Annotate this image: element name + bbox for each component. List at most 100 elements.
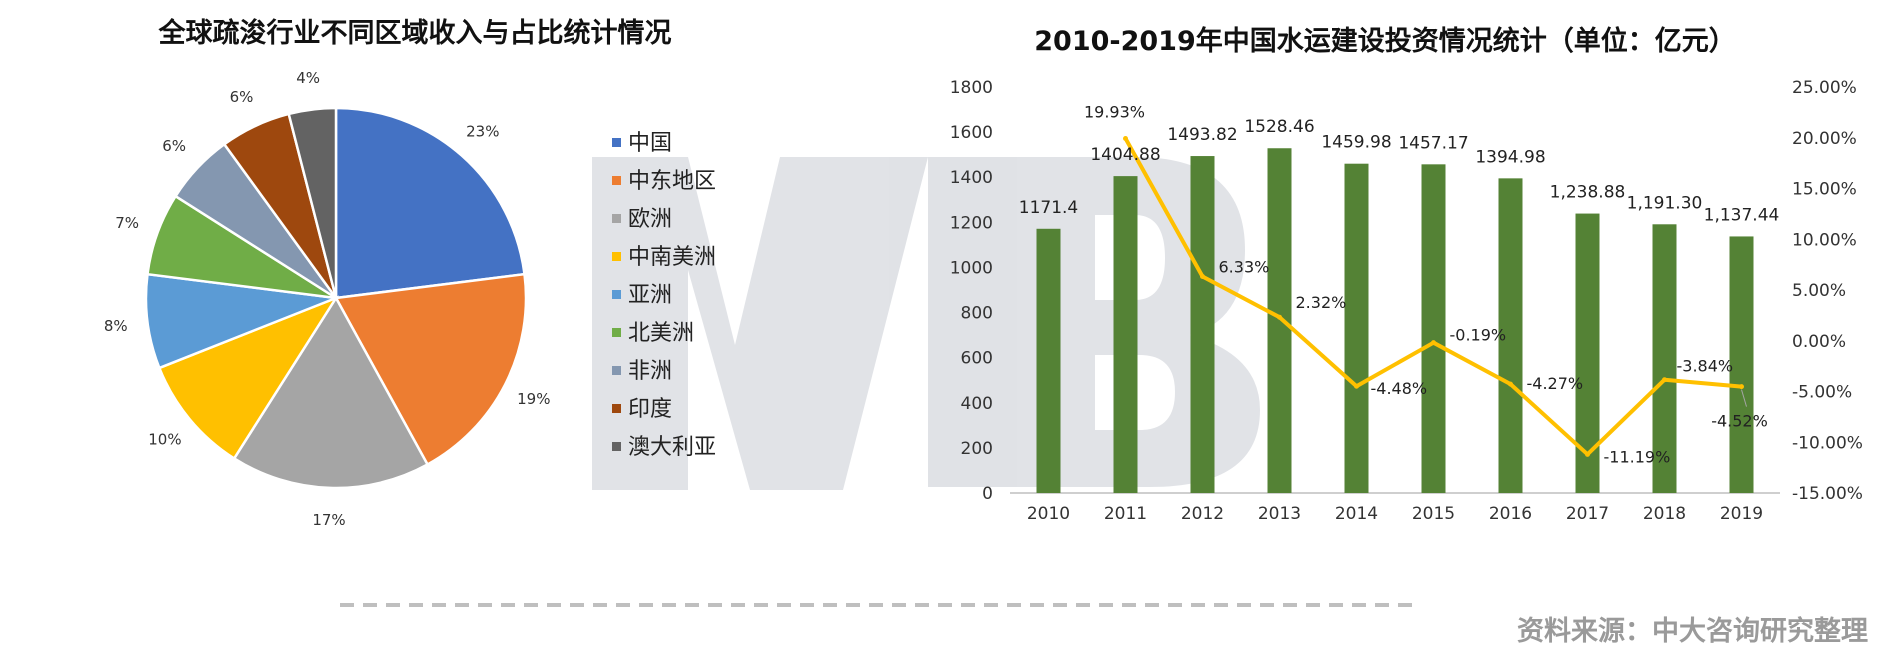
pie-slice-1	[334, 106, 526, 300]
bar-value-labels: 1171.4 1404.88 1493.82 1528.46 1459.98 1457.1…	[1019, 117, 1780, 225]
bar-value-label: 1404.88	[1090, 145, 1160, 165]
right-axis-tick-label: -15.00%	[1792, 484, 1863, 504]
bar-value-label: 1457.17	[1398, 133, 1468, 153]
legend-swatch	[612, 214, 621, 223]
pie-slice-2	[334, 272, 528, 467]
bar-value-label: 1,137.44	[1704, 205, 1780, 225]
legend-label: 欧洲	[628, 207, 672, 232]
pie-value-label: 6%	[230, 88, 254, 106]
legend-swatch	[612, 404, 621, 413]
line-value-label: -3.84%	[1677, 357, 1734, 376]
legend-swatch	[612, 176, 621, 185]
growth-point-2015	[1431, 340, 1436, 346]
bar-2015	[1421, 164, 1446, 493]
x-axis-tick-label: 2011	[1104, 504, 1147, 524]
bar-value-label: 1,238.88	[1550, 183, 1626, 203]
line-value-label: -0.19%	[1450, 326, 1507, 345]
left-axis-tick-label: 600	[961, 349, 993, 369]
x-axis-tick-label: 2012	[1181, 504, 1224, 524]
bar-value-label: 1394.98	[1475, 147, 1545, 167]
right-axis-tick-label: -10.00%	[1792, 433, 1863, 453]
pie-value-label: 19%	[517, 390, 550, 408]
bar-chart-title: 2010-2019年中国水运建设投资情况统计（单位：亿元）	[1034, 25, 1736, 57]
bar-value-label: 1459.98	[1321, 133, 1391, 153]
legend-item: 欧洲	[612, 207, 672, 232]
pie-value-label: 10%	[148, 431, 181, 449]
pie-chart	[144, 106, 528, 490]
legend-item: 北美洲	[612, 321, 694, 346]
bar-value-label: 1493.82	[1167, 125, 1237, 145]
right-axis-tick-label: 10.00%	[1792, 230, 1857, 250]
pie-value-label: 23%	[466, 122, 499, 140]
bar-2010	[1036, 228, 1061, 493]
bar-2017	[1575, 213, 1600, 494]
legend-swatch	[612, 138, 621, 147]
label-leader-line	[1741, 389, 1747, 407]
pie-value-label: 8%	[104, 317, 128, 335]
legend-item: 澳大利亚	[612, 435, 716, 460]
line-series	[1123, 135, 1744, 457]
pie-value-label: 7%	[115, 214, 139, 232]
x-axis-tick-label: 2018	[1643, 504, 1686, 524]
pie-value-label: 4%	[296, 69, 320, 87]
bar-2019	[1729, 236, 1754, 493]
growth-point-2016	[1508, 381, 1513, 387]
right-axis-tick-label: 15.00%	[1792, 180, 1857, 200]
left-axis-tick-label: 0	[982, 484, 993, 504]
right-axis-tick-label: 0.00%	[1792, 332, 1846, 352]
right-axis-tick-label: -5.00%	[1792, 383, 1852, 403]
bar-2018	[1652, 224, 1677, 494]
legend-swatch	[612, 328, 621, 337]
legend-item: 印度	[612, 397, 672, 422]
pie-data-labels: 23% 19% 17% 10% 8% 7% 6% 6% 4%	[104, 69, 551, 529]
growth-point-2013	[1277, 314, 1282, 320]
pie-chart-title: 全球疏浚行业不同区域收入与占比统计情况	[158, 17, 672, 49]
pie-slice-5	[144, 272, 337, 370]
growth-point-2012	[1200, 274, 1205, 280]
legend-label: 亚洲	[628, 283, 672, 308]
left-axis-tick-label: 400	[961, 394, 993, 414]
left-axis-tick-label: 800	[961, 304, 993, 324]
left-axis-tick-label: 1200	[950, 213, 993, 233]
legend-label: 印度	[628, 397, 672, 422]
left-y-axis: 0 200 400 600 800 1000 1200 1400 1600 1800	[950, 78, 993, 504]
pie-value-label: 6%	[162, 137, 186, 155]
legend-label: 北美洲	[628, 321, 694, 346]
line-value-label: 19.93%	[1084, 102, 1145, 121]
line-value-label: -11.19%	[1604, 447, 1671, 466]
legend-swatch	[612, 366, 621, 375]
line-value-label: 2.32%	[1296, 293, 1347, 312]
x-axis-tick-label: 2016	[1489, 504, 1532, 524]
line-value-label: 6.33%	[1219, 258, 1270, 277]
source-caption: 资料来源：中大咨询研究整理	[1517, 615, 1868, 647]
bar-value-label: 1528.46	[1244, 117, 1314, 137]
bar-value-label: 1,191.30	[1627, 193, 1703, 213]
left-axis-tick-label: 1400	[950, 168, 993, 188]
x-axis-tick-label: 2013	[1258, 504, 1301, 524]
x-axis-tick-label: 2014	[1335, 504, 1378, 524]
legend-label: 澳大利亚	[628, 435, 716, 460]
left-axis-tick-label: 1000	[950, 258, 993, 278]
line-value-label: -4.27%	[1527, 374, 1584, 393]
legend-item: 中东地区	[612, 169, 716, 194]
legend-label: 非洲	[628, 359, 672, 384]
growth-point-2018	[1662, 377, 1667, 383]
watermark-w-shape	[592, 157, 1015, 490]
legend-label: 中国	[628, 131, 672, 156]
line-value-label: -4.52%	[1711, 412, 1768, 431]
x-axis-tick-label: 2015	[1412, 504, 1455, 524]
x-axis-tick-label: 2019	[1720, 504, 1763, 524]
pie-slice-9	[287, 106, 338, 299]
growth-point-2011	[1123, 135, 1128, 141]
left-axis-tick-label: 1800	[950, 78, 993, 98]
legend-label: 中南美洲	[628, 245, 716, 270]
x-axis-tick-label: 2010	[1027, 504, 1070, 524]
bar-2013	[1267, 148, 1292, 493]
x-axis-tick-label: 2017	[1566, 504, 1609, 524]
pie-slice-3	[232, 295, 430, 490]
bar-2016	[1498, 178, 1523, 494]
pie-value-label: 17%	[312, 511, 345, 529]
right-axis-tick-label: 20.00%	[1792, 129, 1857, 149]
